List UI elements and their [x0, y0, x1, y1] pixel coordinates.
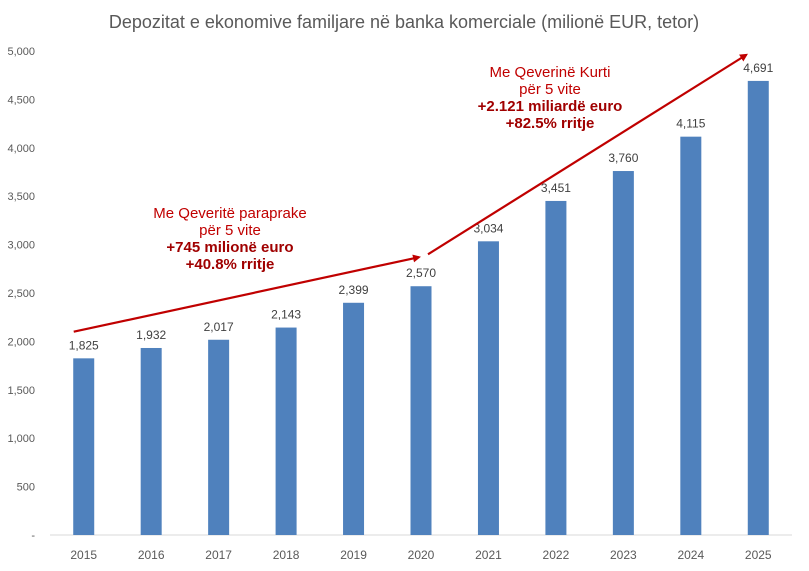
- y-tick-label: -: [31, 530, 35, 542]
- data-label: 3,034: [473, 221, 503, 235]
- data-label: 4,691: [743, 61, 773, 75]
- y-tick-label: 3,000: [7, 240, 35, 252]
- bar-2016: [140, 347, 162, 535]
- chart-title: Depozitat e ekonomive familjare në banka…: [109, 12, 699, 32]
- annotation-highlight: +2.121 miliardë euro: [478, 98, 623, 115]
- x-tick-label: 2021: [475, 548, 502, 562]
- x-tick-label: 2018: [273, 548, 300, 562]
- data-label: 2,017: [204, 320, 234, 334]
- x-tick-label: 2020: [408, 548, 435, 562]
- x-tick-label: 2017: [205, 548, 232, 562]
- y-tick-label: 5,000: [7, 46, 35, 58]
- bar-2017: [208, 339, 230, 535]
- data-label: 1,825: [69, 338, 99, 352]
- y-tick-label: 500: [17, 482, 35, 494]
- y-tick-label: 3,500: [7, 191, 35, 203]
- y-tick-label: 2,000: [7, 336, 35, 348]
- y-tick-label: 4,000: [7, 143, 35, 155]
- annotation-highlight: +82.5% rritje: [506, 115, 595, 132]
- annotation-highlight: +745 milionë euro: [166, 239, 293, 256]
- data-label: 4,115: [676, 117, 705, 131]
- bar-2015: [73, 358, 95, 535]
- bar-2023: [612, 171, 634, 536]
- bar-2021: [477, 241, 499, 535]
- bar-2018: [275, 327, 297, 535]
- annotation-text: për 5 vite: [519, 81, 581, 98]
- x-tick-label: 2019: [340, 548, 367, 562]
- x-tick-label: 2022: [543, 548, 570, 562]
- trend-arrow: [427, 53, 748, 256]
- bar-2020: [410, 286, 432, 535]
- bar-2025: [747, 80, 769, 536]
- data-label: 3,451: [541, 181, 571, 195]
- annotation-text: Me Qeverinë Kurti: [490, 64, 611, 81]
- bar-2019: [343, 302, 365, 535]
- y-tick-label: 1,000: [7, 433, 35, 445]
- annotation-highlight: +40.8% rritje: [186, 256, 275, 273]
- x-tick-label: 2023: [610, 548, 637, 562]
- annotation-text: për 5 vite: [199, 222, 261, 239]
- x-tick-label: 2016: [138, 548, 165, 562]
- x-tick-label: 2024: [677, 548, 704, 562]
- bar-2022: [545, 200, 567, 535]
- data-label: 3,760: [608, 151, 638, 165]
- y-tick-label: 2,500: [7, 288, 35, 300]
- data-label: 2,143: [271, 308, 301, 322]
- x-tick-label: 2025: [745, 548, 772, 562]
- trend-arrow: [73, 254, 421, 333]
- y-tick-label: 1,500: [7, 385, 35, 397]
- data-label: 2,399: [339, 283, 369, 297]
- x-tick-label: 2015: [70, 548, 97, 562]
- y-tick-label: 4,500: [7, 94, 35, 106]
- data-label: 2,570: [406, 266, 436, 280]
- bar-2024: [680, 136, 702, 535]
- annotation-text: Me Qeveritë paraprake: [153, 205, 306, 222]
- data-label: 1,932: [136, 328, 166, 342]
